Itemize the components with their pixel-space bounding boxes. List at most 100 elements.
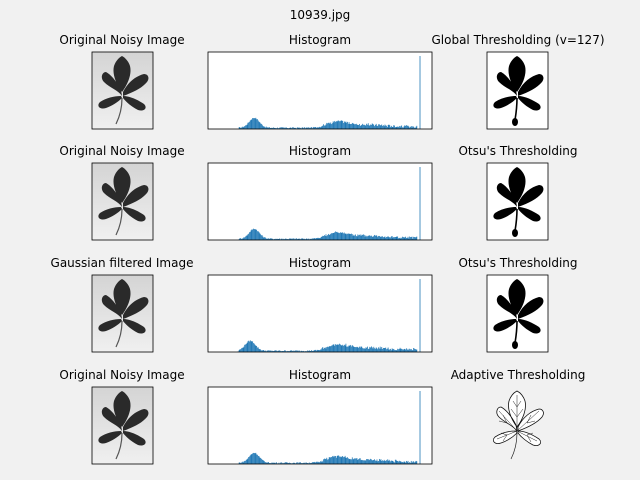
histogram-bar bbox=[371, 235, 372, 240]
histogram-bar bbox=[401, 125, 403, 129]
binary-image-panel bbox=[486, 162, 549, 241]
histogram-bar bbox=[322, 461, 324, 464]
histogram-bar bbox=[327, 346, 328, 352]
histogram-bar bbox=[252, 341, 254, 352]
histogram-bar bbox=[403, 349, 405, 352]
histogram-bar bbox=[326, 346, 328, 352]
histogram-bar bbox=[318, 127, 320, 129]
histogram-bar bbox=[339, 456, 340, 464]
histogram-bar bbox=[404, 348, 406, 352]
histogram-bar bbox=[276, 462, 277, 464]
histogram-bar bbox=[393, 237, 395, 240]
histogram-bar bbox=[272, 238, 273, 240]
histogram-bar bbox=[390, 348, 391, 352]
histogram-bar bbox=[272, 127, 274, 129]
histogram-bar bbox=[372, 348, 374, 352]
histogram-bar bbox=[400, 238, 402, 240]
histogram-bar bbox=[383, 459, 385, 464]
histogram-bar bbox=[394, 350, 396, 352]
histogram-bar bbox=[263, 126, 265, 129]
histogram-bar bbox=[265, 462, 267, 464]
histogram-bar bbox=[346, 346, 348, 352]
histogram-bar bbox=[328, 122, 330, 129]
histogram-bar bbox=[396, 350, 398, 352]
histogram-bar bbox=[338, 344, 340, 352]
histogram-bar bbox=[303, 350, 305, 352]
histogram-bar bbox=[324, 347, 326, 352]
histogram-bar bbox=[414, 237, 415, 240]
histogram-bar bbox=[257, 454, 258, 464]
histogram-bar bbox=[276, 238, 278, 240]
histogram-bar bbox=[318, 349, 320, 352]
histogram-bar bbox=[336, 121, 338, 129]
histogram-bar bbox=[327, 233, 329, 240]
histogram-bar bbox=[405, 462, 407, 464]
histogram-bar bbox=[333, 344, 335, 352]
histogram-bar bbox=[287, 350, 289, 352]
histogram-bar bbox=[249, 456, 250, 464]
histogram-bar bbox=[283, 238, 285, 240]
histogram-bar bbox=[294, 127, 296, 129]
histogram-bar bbox=[398, 460, 400, 464]
histogram-bar bbox=[245, 460, 246, 464]
histogram-bar bbox=[255, 229, 257, 240]
histogram-bar bbox=[362, 460, 364, 464]
histogram-bar bbox=[399, 461, 401, 464]
histogram-bar bbox=[268, 238, 269, 240]
histogram-bar bbox=[406, 461, 408, 464]
histogram-bar bbox=[282, 127, 284, 129]
histogram-bar bbox=[272, 462, 273, 464]
histogram-bar bbox=[362, 348, 364, 352]
histogram-bar bbox=[341, 120, 343, 129]
histogram-bar bbox=[369, 125, 371, 129]
histogram-bar bbox=[277, 238, 279, 240]
histogram-bar bbox=[243, 237, 245, 240]
histogram-bar bbox=[242, 238, 244, 240]
histogram-bar bbox=[310, 351, 312, 352]
histogram-bar bbox=[299, 350, 301, 352]
histogram-bar bbox=[380, 125, 382, 129]
histogram-bar bbox=[261, 235, 262, 240]
histogram-bar bbox=[243, 346, 245, 352]
histogram-bar bbox=[379, 346, 381, 352]
histogram-bar bbox=[401, 237, 403, 240]
histogram-bar bbox=[404, 125, 406, 129]
histogram-bar bbox=[276, 350, 277, 352]
histogram-bar bbox=[302, 127, 304, 129]
histogram-bar bbox=[256, 119, 258, 129]
histogram-bar bbox=[331, 233, 333, 240]
histogram-bar bbox=[241, 347, 243, 352]
histogram-bar bbox=[335, 456, 336, 464]
histogram-bar bbox=[254, 453, 256, 464]
histogram-bar bbox=[377, 126, 379, 129]
histogram-bar bbox=[329, 457, 331, 464]
histogram-bar bbox=[419, 391, 421, 464]
histogram-bar bbox=[414, 127, 416, 129]
histogram-bar bbox=[269, 350, 271, 352]
histogram-bar bbox=[372, 236, 374, 240]
histogram-bar bbox=[359, 458, 360, 464]
histogram-bar bbox=[419, 167, 421, 240]
histogram-bar bbox=[383, 126, 385, 129]
histogram-bar bbox=[344, 122, 346, 129]
histogram-bar bbox=[371, 459, 372, 464]
histogram-bar bbox=[384, 348, 386, 352]
histogram-bar bbox=[320, 349, 322, 352]
histogram-bar bbox=[367, 349, 369, 352]
histogram-bar bbox=[360, 125, 362, 129]
histogram-bar bbox=[398, 461, 399, 464]
histogram-bar bbox=[316, 350, 317, 352]
histogram-bar bbox=[406, 237, 407, 240]
histogram-bar bbox=[351, 457, 353, 464]
histogram-bar bbox=[414, 348, 415, 352]
histogram-bar bbox=[411, 350, 413, 352]
histogram-bar bbox=[419, 56, 421, 129]
histogram-bar bbox=[248, 457, 250, 464]
histogram-bar bbox=[393, 461, 395, 464]
histogram-bar bbox=[286, 462, 288, 464]
histogram-bar bbox=[391, 236, 393, 240]
histogram-bar bbox=[355, 458, 357, 464]
histogram-bar bbox=[288, 351, 290, 352]
histogram-bar bbox=[305, 127, 307, 129]
histogram-bar bbox=[349, 345, 351, 352]
